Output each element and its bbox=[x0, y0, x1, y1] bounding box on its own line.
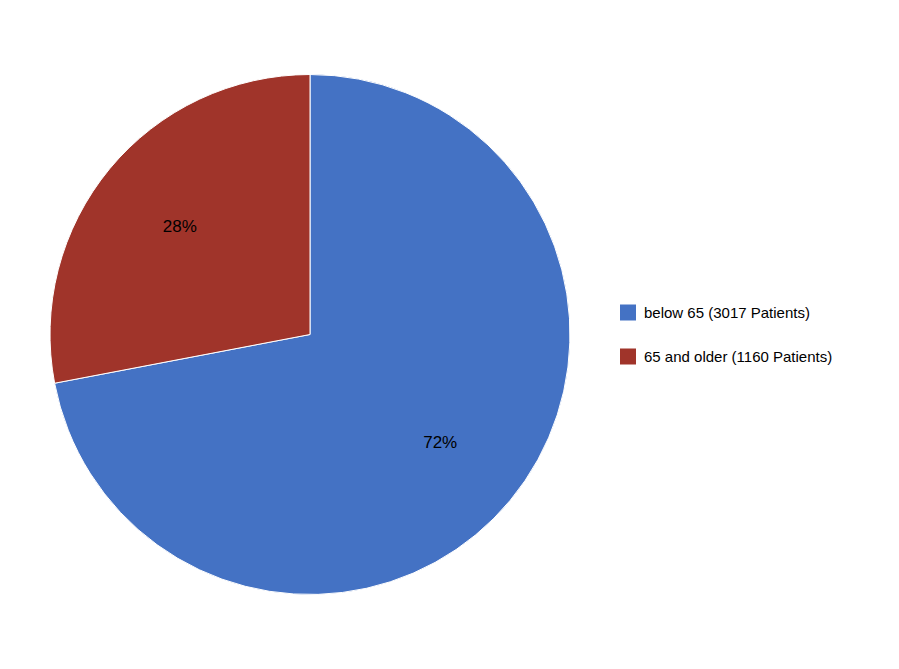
legend-swatch bbox=[620, 305, 636, 321]
pie bbox=[50, 75, 570, 595]
data-labels: 72% 28% bbox=[163, 217, 457, 451]
data-label: 72% bbox=[423, 433, 457, 452]
data-label: 28% bbox=[163, 217, 197, 236]
legend: below 65 (3017 Patients) 65 and older (11… bbox=[620, 304, 832, 365]
legend-label: below 65 (3017 Patients) bbox=[644, 304, 810, 321]
legend-item: below 65 (3017 Patients) bbox=[620, 304, 810, 321]
legend-swatch bbox=[620, 349, 636, 365]
pie-slice bbox=[50, 75, 310, 384]
chart: 72% 28% below 65 (3017 Patients) 65 and old… bbox=[0, 0, 899, 669]
legend-label: 65 and older (1160 Patients) bbox=[644, 348, 832, 365]
legend-item: 65 and older (1160 Patients) bbox=[620, 348, 832, 365]
